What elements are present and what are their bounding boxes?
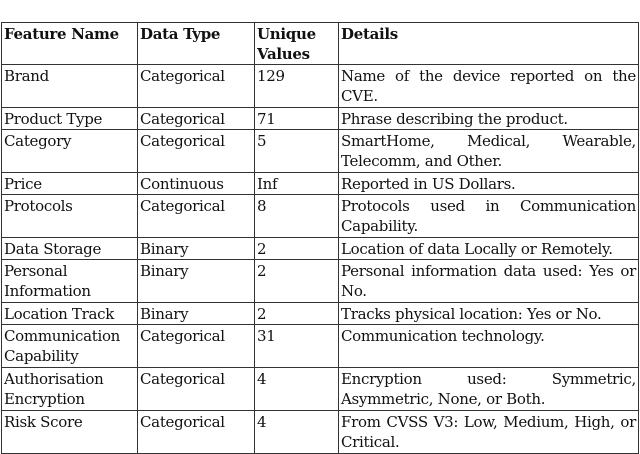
cell-data-type: Binary: [137, 259, 255, 303]
cell-feature-name: Product Type: [1, 107, 138, 130]
cell-unique-values: 71: [254, 107, 339, 130]
cell-details: From CVSS V3: Low, Medium, High, or Crit…: [338, 410, 639, 454]
table-row: Protocols Categorical 8 Protocols used in C…: [1, 194, 639, 238]
cell-data-type: Binary: [137, 237, 255, 260]
cell-data-type: Categorical: [137, 129, 255, 173]
cell-data-type: Categorical: [137, 410, 255, 454]
cell-feature-name: Communication Capability: [1, 324, 138, 368]
table-row: Product Type Categorical 71 Phrase describi…: [1, 107, 639, 130]
cell-details: Tracks physical location: Yes or No.: [338, 302, 639, 325]
cell-unique-values: 5: [254, 129, 339, 173]
cell-details: Encryption used: Symmetric, Asymmetric, …: [338, 367, 639, 411]
cell-feature-name: Price: [1, 172, 138, 195]
cell-details: SmartHome, Medical, Wearable, Telecomm, …: [338, 129, 639, 173]
cell-unique-values: 2: [254, 259, 339, 303]
cell-details: Location of data Locally or Remotely.: [338, 237, 639, 260]
table-row: Location Track Binary 2 Tracks physical loc…: [1, 302, 639, 325]
feature-table: Feature Name Data Type Unique Values Det…: [1, 22, 639, 454]
cell-feature-name: Brand: [1, 64, 138, 108]
cell-unique-values: 31: [254, 324, 339, 368]
cell-feature-name: Category: [1, 129, 138, 173]
cell-unique-values: 8: [254, 194, 339, 238]
table-row: Price Continuous Inf Reported in US Dollars…: [1, 172, 639, 195]
cell-details: Reported in US Dollars.: [338, 172, 639, 195]
cell-unique-values: 2: [254, 302, 339, 325]
table-row: Category Categorical 5 SmartHome, Medical, …: [1, 129, 639, 173]
cell-feature-name: Protocols: [1, 194, 138, 238]
header-data-type: Data Type: [137, 22, 255, 65]
cell-details: Personal information data used: Yes or N…: [338, 259, 639, 303]
cell-data-type: Categorical: [137, 107, 255, 130]
cell-details: Phrase describing the product.: [338, 107, 639, 130]
cell-unique-values: 129: [254, 64, 339, 108]
header-row: Feature Name Data Type Unique Values Det…: [1, 22, 639, 65]
table-row: Communication Capability Categorical 31 Com…: [1, 324, 639, 368]
cell-unique-values: 4: [254, 410, 339, 454]
cell-feature-name: Location Track: [1, 302, 138, 325]
cell-feature-name: Authorisation Encryption: [1, 367, 138, 411]
cell-data-type: Categorical: [137, 324, 255, 368]
cell-data-type: Binary: [137, 302, 255, 325]
cell-details: Communication technology.: [338, 324, 639, 368]
cell-details: Name of the device reported on the CVE.: [338, 64, 639, 108]
cell-data-type: Categorical: [137, 367, 255, 411]
table-row: Risk Score Categorical 4 From CVSS V3: Low,…: [1, 410, 639, 454]
cell-feature-name: Risk Score: [1, 410, 138, 454]
table-row: Brand Categorical 129 Name of the device re…: [1, 64, 639, 108]
cell-unique-values: 2: [254, 237, 339, 260]
cell-data-type: Categorical: [137, 64, 255, 108]
header-unique-values: Unique Values: [254, 22, 339, 65]
cell-details: Protocols used in Communication Capabili…: [338, 194, 639, 238]
cell-data-type: Categorical: [137, 194, 255, 238]
cell-feature-name: Data Storage: [1, 237, 138, 260]
cell-feature-name: Personal Information: [1, 259, 138, 303]
header-feature-name: Feature Name: [1, 22, 138, 65]
table-row: Authorisation Encryption Categorical 4 Encr…: [1, 367, 639, 411]
header-details: Details: [338, 22, 639, 65]
cell-data-type: Continuous: [137, 172, 255, 195]
table-row: Data Storage Binary 2 Location of data Loca…: [1, 237, 639, 260]
table-row: Personal Information Binary 2 Personal info…: [1, 259, 639, 303]
cell-unique-values: 4: [254, 367, 339, 411]
cell-unique-values: Inf: [254, 172, 339, 195]
